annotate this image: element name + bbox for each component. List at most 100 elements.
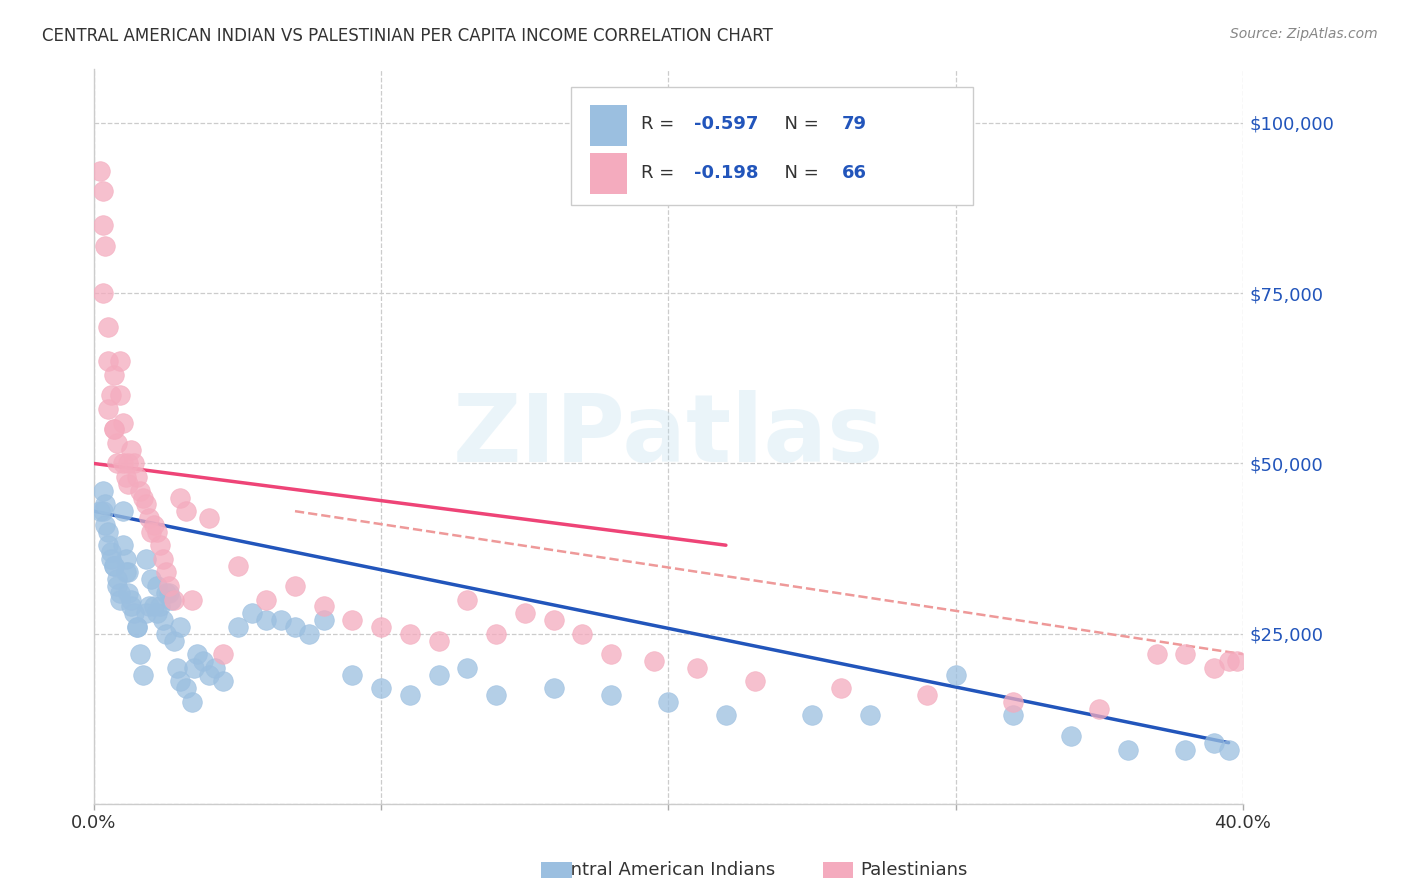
Point bbox=[801, 708, 824, 723]
Point bbox=[284, 579, 307, 593]
Point bbox=[830, 681, 852, 696]
Point bbox=[135, 497, 157, 511]
Point bbox=[169, 620, 191, 634]
Point bbox=[125, 620, 148, 634]
Point bbox=[117, 477, 139, 491]
Point bbox=[91, 286, 114, 301]
Point bbox=[117, 457, 139, 471]
Point bbox=[120, 442, 142, 457]
Text: CENTRAL AMERICAN INDIAN VS PALESTINIAN PER CAPITA INCOME CORRELATION CHART: CENTRAL AMERICAN INDIAN VS PALESTINIAN P… bbox=[42, 27, 773, 45]
Point bbox=[117, 566, 139, 580]
Point bbox=[91, 218, 114, 232]
Point bbox=[97, 354, 120, 368]
Point bbox=[163, 592, 186, 607]
Point bbox=[135, 607, 157, 621]
Text: R =: R = bbox=[641, 164, 681, 182]
Point bbox=[152, 613, 174, 627]
Point bbox=[254, 592, 277, 607]
Point bbox=[122, 457, 145, 471]
Point bbox=[240, 607, 263, 621]
Point bbox=[128, 647, 150, 661]
Point bbox=[312, 599, 335, 614]
Point bbox=[105, 457, 128, 471]
Point bbox=[114, 566, 136, 580]
Point bbox=[149, 599, 172, 614]
Point bbox=[1218, 742, 1240, 756]
Point bbox=[1204, 661, 1226, 675]
Point bbox=[125, 620, 148, 634]
Point bbox=[117, 586, 139, 600]
Point bbox=[128, 483, 150, 498]
Point bbox=[111, 416, 134, 430]
Point bbox=[152, 551, 174, 566]
Point bbox=[543, 613, 565, 627]
Point bbox=[105, 572, 128, 586]
Point bbox=[94, 517, 117, 532]
Point bbox=[103, 558, 125, 573]
Point bbox=[163, 633, 186, 648]
Point bbox=[399, 626, 422, 640]
Point bbox=[146, 579, 169, 593]
Point bbox=[105, 579, 128, 593]
Point bbox=[485, 626, 508, 640]
Point bbox=[198, 667, 221, 681]
Point bbox=[600, 647, 623, 661]
Point bbox=[114, 470, 136, 484]
Point bbox=[714, 708, 737, 723]
Point bbox=[744, 674, 766, 689]
Point bbox=[122, 607, 145, 621]
Point bbox=[945, 667, 967, 681]
Point bbox=[543, 681, 565, 696]
Point bbox=[103, 368, 125, 382]
Point bbox=[226, 558, 249, 573]
Point bbox=[120, 592, 142, 607]
Point bbox=[143, 599, 166, 614]
Point bbox=[155, 626, 177, 640]
Point bbox=[169, 491, 191, 505]
Point bbox=[643, 654, 665, 668]
Point bbox=[100, 388, 122, 402]
Point bbox=[108, 354, 131, 368]
Point bbox=[204, 661, 226, 675]
Point bbox=[132, 667, 155, 681]
Point bbox=[298, 626, 321, 640]
Point bbox=[125, 470, 148, 484]
Point bbox=[1002, 708, 1025, 723]
Point bbox=[915, 688, 938, 702]
Point bbox=[1002, 695, 1025, 709]
Point bbox=[513, 607, 536, 621]
Point bbox=[312, 613, 335, 627]
Point bbox=[157, 579, 180, 593]
Point bbox=[600, 688, 623, 702]
Point bbox=[191, 654, 214, 668]
Point bbox=[342, 667, 364, 681]
Point bbox=[198, 511, 221, 525]
Text: R =: R = bbox=[641, 115, 681, 133]
Point bbox=[97, 402, 120, 417]
Point bbox=[111, 504, 134, 518]
Point bbox=[1059, 729, 1081, 743]
Point bbox=[174, 681, 197, 696]
FancyBboxPatch shape bbox=[571, 87, 973, 204]
Point bbox=[180, 695, 202, 709]
Point bbox=[138, 599, 160, 614]
Point bbox=[108, 592, 131, 607]
Point bbox=[1226, 654, 1249, 668]
Point bbox=[485, 688, 508, 702]
Point bbox=[89, 163, 111, 178]
Point bbox=[111, 457, 134, 471]
Point bbox=[103, 558, 125, 573]
Point bbox=[97, 320, 120, 334]
Point bbox=[370, 620, 392, 634]
Point bbox=[100, 545, 122, 559]
Point bbox=[1174, 742, 1197, 756]
Point bbox=[120, 599, 142, 614]
Point bbox=[571, 626, 593, 640]
Text: Source: ZipAtlas.com: Source: ZipAtlas.com bbox=[1230, 27, 1378, 41]
Point bbox=[456, 661, 478, 675]
Point bbox=[108, 388, 131, 402]
Point bbox=[132, 491, 155, 505]
Point bbox=[166, 661, 188, 675]
Point bbox=[169, 674, 191, 689]
Point bbox=[141, 572, 163, 586]
